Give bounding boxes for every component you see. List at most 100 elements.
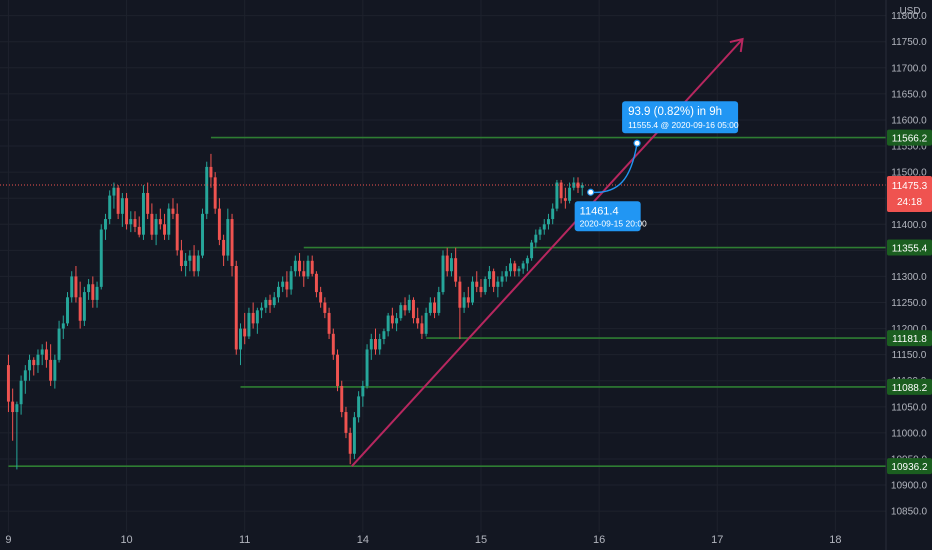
candle-body xyxy=(433,302,437,313)
candle-body xyxy=(82,292,86,321)
candle-body xyxy=(424,312,428,334)
price-tick-label: 11800.0 xyxy=(891,11,927,22)
candle-body xyxy=(500,276,504,282)
time-tick-label: 16 xyxy=(593,534,605,546)
level-price-label: 11355.4 xyxy=(892,244,928,255)
candle-body xyxy=(23,370,27,381)
candle-body xyxy=(492,271,496,287)
candle-body xyxy=(302,271,306,277)
candle-body xyxy=(150,213,154,235)
candle-body xyxy=(462,297,466,308)
candle-body xyxy=(407,299,411,311)
candle-body xyxy=(125,198,129,225)
level-price-label-bg xyxy=(887,330,932,347)
measurement-result-box xyxy=(622,101,739,134)
price-tick-label: 11550.0 xyxy=(891,142,927,153)
time-axis[interactable]: 9 10 11 14 15 16 17 18 xyxy=(5,534,841,546)
candle-body xyxy=(361,385,365,397)
time-tick-label: 11 xyxy=(239,534,250,546)
candle-body xyxy=(475,281,479,287)
price-tick-label: 11700.0 xyxy=(891,63,927,74)
candle-body xyxy=(331,333,335,355)
candle-body xyxy=(95,286,99,300)
candle-body xyxy=(175,213,179,251)
price-tick-label: 11050.0 xyxy=(891,402,927,413)
candle-body xyxy=(49,359,53,381)
time-tick-label: 14 xyxy=(357,534,369,546)
price-tick-label: 11650.0 xyxy=(891,89,927,100)
measurement-start-point[interactable] xyxy=(587,188,595,196)
level-price-label-bg xyxy=(887,239,932,256)
candle-body xyxy=(542,224,546,230)
measurement-start-label: 11461.4 xyxy=(580,205,619,217)
candle-body xyxy=(243,328,247,337)
price-tick-label: 10900.0 xyxy=(891,481,928,492)
measurement-curve[interactable] xyxy=(590,143,638,194)
candle-body xyxy=(78,297,82,321)
candle-body xyxy=(167,208,171,235)
time-tick-label: 18 xyxy=(829,534,841,546)
candle-body xyxy=(534,234,538,243)
trend-line-arrowhead xyxy=(729,37,744,53)
candle-body xyxy=(428,302,432,313)
candle-body xyxy=(327,312,331,334)
candle-body xyxy=(44,349,48,360)
measurement-result-sub-label: 11555.4 @ 2020-09-16 05:00 xyxy=(628,120,739,130)
candle-body xyxy=(568,187,572,201)
candle-body xyxy=(352,417,356,454)
price-tick-label: 11250.0 xyxy=(891,298,927,309)
candle-body xyxy=(268,299,272,306)
candle-body xyxy=(420,323,424,334)
measurement-result-label: 93.9 (0.82%) in 9h xyxy=(628,106,722,118)
level-price-label: 11181.8 xyxy=(892,334,927,345)
candle-body xyxy=(158,219,162,225)
candle-body xyxy=(234,266,238,350)
candle-body xyxy=(28,359,32,371)
price-tick-label: 11750.0 xyxy=(891,37,927,48)
candle-countdown-label: 24:18 xyxy=(897,197,922,208)
candle-body xyxy=(196,255,200,272)
candle-body xyxy=(247,312,251,337)
candle-body xyxy=(251,312,255,324)
candle-body xyxy=(369,339,373,350)
candle-body xyxy=(483,279,487,293)
candle-body xyxy=(517,268,521,272)
candle-body xyxy=(116,187,120,214)
candle-body xyxy=(129,219,133,225)
candle-body xyxy=(530,242,534,259)
candle-body xyxy=(336,354,340,386)
candle-body xyxy=(255,310,259,324)
candle-body xyxy=(217,208,221,240)
candle-body xyxy=(559,182,563,199)
horizontal-levels[interactable] xyxy=(8,136,886,467)
candle-body xyxy=(306,260,310,277)
candle-body xyxy=(70,276,74,298)
candle-body xyxy=(378,339,382,350)
candle-body xyxy=(213,177,217,209)
candle-body xyxy=(260,307,264,311)
price-tick-label: 11150.0 xyxy=(892,350,927,361)
measurement-group[interactable]: 93.9 (0.82%) in 9h 11555.4 @ 2020-09-16 0… xyxy=(574,101,739,232)
candle-body xyxy=(201,213,204,256)
candle-body xyxy=(91,284,95,300)
candle-body xyxy=(314,273,318,293)
time-tick-label: 17 xyxy=(711,534,723,546)
candle-body xyxy=(445,255,449,272)
level-price-label: 11088.2 xyxy=(892,383,928,394)
price-tick-label: 11300.0 xyxy=(891,272,927,283)
candle-body xyxy=(209,166,213,178)
candle-body xyxy=(479,286,483,293)
price-tick-label: 11200.0 xyxy=(891,324,927,335)
candle-body xyxy=(281,281,285,287)
candle-body xyxy=(179,250,183,266)
time-tick-label: 15 xyxy=(475,534,487,546)
measurement-end-point[interactable] xyxy=(633,139,641,147)
candle-body xyxy=(323,302,327,313)
candle-body xyxy=(103,219,107,230)
candle-body xyxy=(466,297,470,303)
candle-body xyxy=(365,349,369,386)
candle-body xyxy=(293,260,297,272)
candle-body xyxy=(487,271,491,280)
